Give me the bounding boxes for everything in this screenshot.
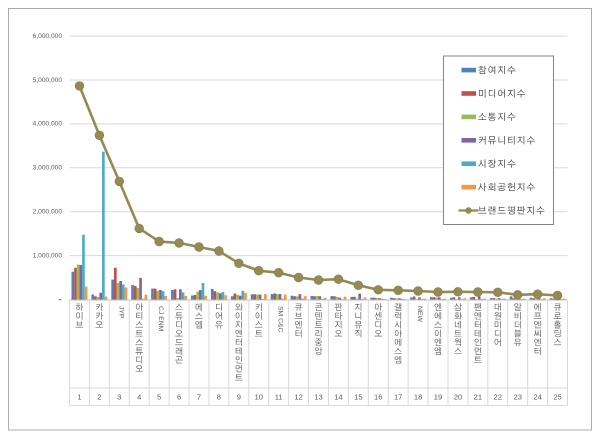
svg-text:9: 9 — [237, 393, 241, 402]
svg-text:12: 12 — [294, 393, 302, 402]
svg-text:4,000,000: 4,000,000 — [33, 121, 63, 128]
svg-text:6,000,000: 6,000,000 — [33, 33, 63, 40]
svg-text:22: 22 — [494, 393, 502, 402]
svg-text:24: 24 — [533, 393, 541, 402]
svg-text:2,000,000: 2,000,000 — [33, 208, 63, 215]
svg-text:5: 5 — [157, 393, 161, 402]
svg-text:2: 2 — [97, 393, 101, 402]
svg-text:19: 19 — [434, 393, 442, 402]
svg-text:23: 23 — [513, 393, 521, 402]
svg-text:21: 21 — [474, 393, 482, 402]
svg-text:4: 4 — [137, 393, 141, 402]
svg-text:8: 8 — [217, 393, 221, 402]
svg-text:25: 25 — [553, 393, 561, 402]
svg-text:1: 1 — [77, 393, 81, 402]
svg-text:JYP: JYP — [117, 306, 124, 319]
svg-text:18: 18 — [414, 393, 422, 402]
svg-text:5,000,000: 5,000,000 — [33, 77, 63, 84]
svg-text:17: 17 — [394, 393, 402, 402]
svg-text:SM C&C: SM C&C — [277, 306, 284, 333]
svg-text:14: 14 — [334, 393, 342, 402]
svg-text:20: 20 — [454, 393, 462, 402]
svg-text:CJ ENM: CJ ENM — [157, 306, 164, 332]
svg-text:6: 6 — [177, 393, 181, 402]
svg-text:NEW: NEW — [416, 306, 423, 322]
svg-text:16: 16 — [374, 393, 382, 402]
svg-text:3,000,000: 3,000,000 — [33, 165, 63, 172]
svg-text:13: 13 — [314, 393, 322, 402]
svg-text:10: 10 — [255, 393, 263, 402]
svg-text:1,000,000: 1,000,000 — [33, 252, 63, 259]
svg-text:11: 11 — [275, 393, 283, 402]
svg-text:7: 7 — [197, 393, 201, 402]
svg-text:15: 15 — [354, 393, 362, 402]
svg-text:3: 3 — [117, 393, 121, 402]
